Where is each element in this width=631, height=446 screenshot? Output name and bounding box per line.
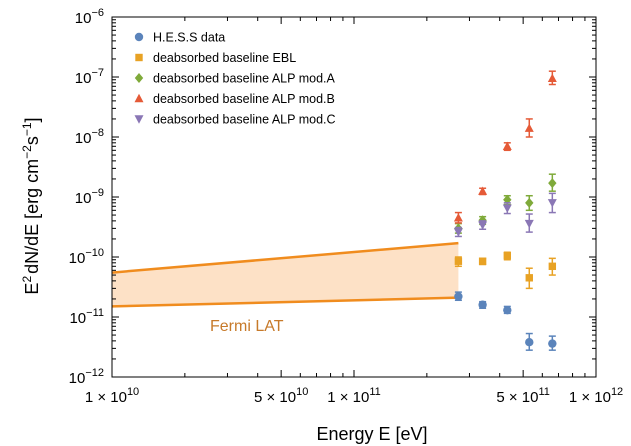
data-point (502, 141, 512, 150)
y-tick-label: 10−7 (75, 67, 104, 87)
data-point (454, 292, 463, 301)
data-point (524, 219, 534, 229)
axis-ticks (111, 17, 596, 378)
y-tick-label: 10−10 (69, 247, 104, 267)
series-1 (454, 251, 557, 290)
data-point (453, 213, 463, 222)
data-point (478, 221, 488, 230)
data-point (454, 257, 463, 265)
x-tick-label: 1 × 1010 (85, 386, 139, 406)
data-point (548, 262, 557, 270)
band-label: Fermi LAT (210, 318, 284, 335)
y-tick-label: 10−6 (75, 7, 104, 27)
data-point (503, 252, 511, 260)
series-4 (453, 192, 557, 238)
data-point (478, 257, 487, 265)
legend-marker (134, 93, 144, 103)
plot-frame (111, 16, 597, 378)
legend-marker (135, 53, 143, 62)
legend-label: H.E.S.S data (153, 31, 225, 45)
data-point (453, 228, 463, 237)
band-lower-line (111, 296, 459, 308)
x-tick-label: 5 × 1010 (254, 386, 308, 406)
data-point (547, 73, 557, 83)
legend-label: deabsorbed baseline ALP mod.A (153, 72, 336, 86)
data-point (548, 178, 557, 189)
legend-label: deabsorbed baseline EBL (153, 51, 296, 65)
legend-marker (134, 115, 144, 124)
series-0 (454, 291, 557, 351)
series-3 (453, 70, 557, 224)
y-tick-label: 10−12 (69, 367, 104, 387)
x-tick-label: 5 × 1011 (496, 386, 550, 406)
y-tick-label: 10−9 (75, 187, 104, 207)
fermi-lat-band (111, 241, 459, 308)
data-point (478, 300, 487, 309)
legend: H.E.S.S data deabsorbed baseline EBL deabs… (134, 31, 336, 127)
x-axis-label: Energy E [eV] (316, 424, 427, 444)
data-point (525, 274, 533, 282)
y-tick-label: 10−8 (75, 127, 104, 147)
data-point (503, 305, 512, 315)
legend-label: deabsorbed baseline ALP mod.C (153, 113, 336, 127)
data-point (548, 339, 557, 348)
legend-marker (134, 32, 144, 42)
legend-marker (134, 73, 144, 83)
data-point (547, 199, 557, 208)
data-point (525, 338, 534, 347)
y-tick-label: 10−11 (69, 307, 104, 327)
y-axis-label: E2dN/dE [erg cm−2s−1] (20, 117, 42, 294)
data-point (525, 197, 534, 208)
data-point (502, 204, 512, 213)
x-tick-label: 1 × 1011 (327, 386, 381, 406)
data-series (453, 70, 557, 351)
legend-label: deabsorbed baseline ALP mod.B (153, 92, 335, 106)
data-point (524, 123, 534, 132)
tick-labels: 10−12 10−11 10−10 10−9 10−8 10−7 10−6 1 × 1010 5… (69, 7, 624, 406)
band-fill (112, 243, 459, 307)
data-point (478, 186, 488, 195)
band-upper-line (111, 241, 459, 274)
x-tick-label: 1 × 1012 (569, 386, 623, 406)
